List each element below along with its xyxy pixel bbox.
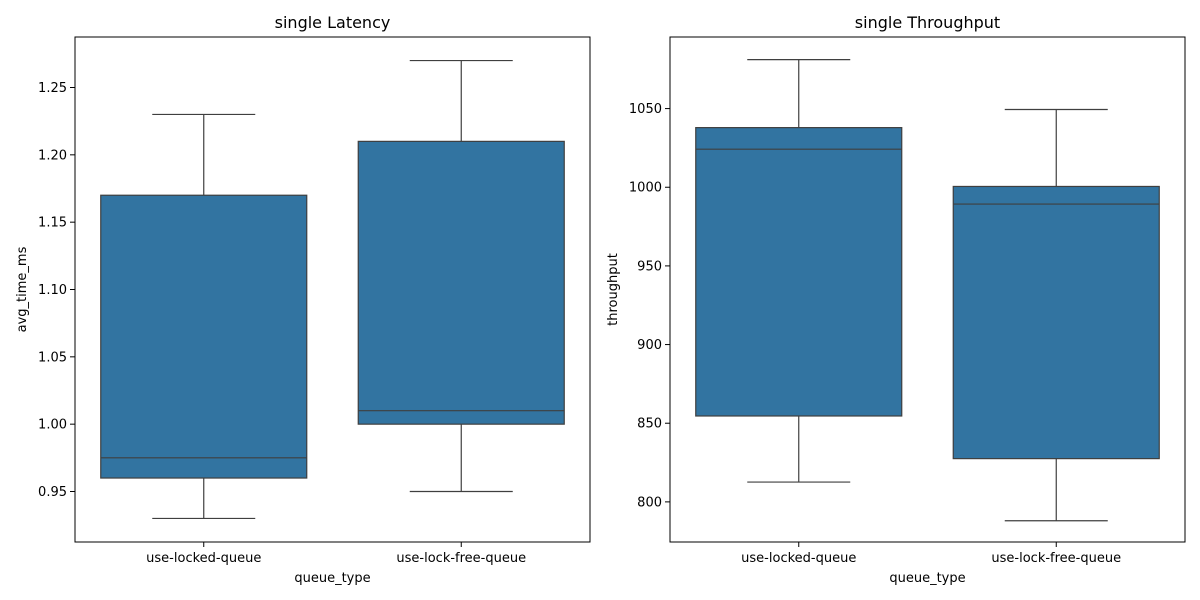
x-axis-label: queue_type (889, 571, 965, 586)
y-tick-label: 1.05 (38, 350, 67, 365)
axes-frame (669, 36, 1186, 543)
iqr-box (952, 185, 1160, 460)
y-tick-label: 800 (637, 495, 662, 510)
x-tick-label: use-locked-queue (741, 551, 856, 566)
y-tick-label: 850 (637, 417, 662, 432)
y-tick-label: 1050 (629, 102, 662, 117)
x-axis-label: queue_type (294, 571, 370, 586)
y-axis-label: throughput (606, 253, 621, 326)
y-tick-label: 1000 (629, 181, 662, 196)
box-use-lock-free-queue (357, 59, 565, 493)
y-tick-label: 1.25 (38, 81, 67, 96)
y-tick-label: 1.10 (38, 283, 67, 298)
y-tick-label: 0.95 (38, 485, 67, 500)
box-use-lock-free-queue (952, 108, 1160, 522)
y-tick-label: 1.00 (38, 418, 67, 433)
x-tick-label: use-lock-free-queue (396, 551, 526, 566)
iqr-box (695, 127, 903, 417)
box-use-locked-queue (695, 59, 903, 483)
iqr-box (357, 140, 565, 425)
box-use-locked-queue (100, 113, 308, 520)
chart-title: single Throughput (855, 13, 1000, 32)
iqr-box (100, 194, 308, 479)
y-tick-label: 950 (637, 259, 662, 274)
y-tick-label: 1.15 (38, 216, 67, 231)
x-tick-label: use-locked-queue (146, 551, 261, 566)
x-tick-label: use-lock-free-queue (991, 551, 1121, 566)
y-tick-label: 1.20 (38, 148, 67, 163)
y-axis-label: avg_time_ms (15, 246, 30, 332)
chart-panel-2: 800 850 900 950 1000 1050 use-locked-queue use-… (606, 13, 1186, 586)
chart-panel-1: 0.95 1.00 1.05 1.10 1.15 1.20 1.25 use-locked-q… (15, 13, 591, 586)
y-tick-label: 900 (637, 338, 662, 353)
chart-title: single Latency (275, 13, 391, 32)
